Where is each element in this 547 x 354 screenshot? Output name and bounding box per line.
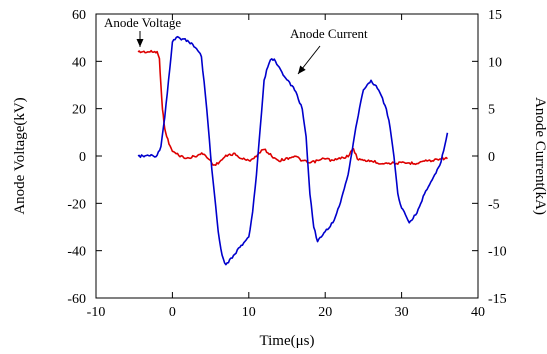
y-left-tick-label: -40 [67,245,86,260]
y-right-tick-label: -5 [488,197,500,212]
y-right-tick-label: 15 [488,8,502,23]
x-tick-label: 40 [471,305,485,320]
y-left-tick-label: 40 [72,55,86,70]
annotation-anode-current: Anode Current [290,26,368,41]
annotation-anode-voltage: Anode Voltage [104,15,181,30]
y-left-tick-label: 0 [79,150,86,165]
y-right-tick-label: 0 [488,150,495,165]
y-right-tick-label: 10 [488,55,502,70]
y-right-tick-label: -10 [488,245,507,260]
y-left-tick-label: 60 [72,8,86,23]
y-right-tick-label: 5 [488,103,495,118]
ticks: -10 0 10 20 30 40 -60 -40 -20 0 20 40 60 -15 -10 -5 0 5 10… [67,8,506,320]
x-tick-label: -10 [87,305,106,320]
x-tick-label: 30 [395,305,409,320]
x-axis-label: Time(μs) [260,333,315,349]
y-left-tick-label: -60 [67,292,86,307]
annotation-arrows [136,31,321,75]
x-tick-label: 10 [242,305,256,320]
y-axis-left-label: Anode Voltage(kV) [12,97,28,214]
annotation-voltage-arrow-head [136,39,144,47]
y-left-tick-label: 20 [72,103,86,118]
plot-lines [137,35,449,266]
x-tick-label: 20 [318,305,332,320]
y-axis-right-label: Anode Current(kA) [532,97,547,215]
x-tick-label: 0 [169,305,176,320]
y-right-tick-label: -15 [488,292,507,307]
series-line-anode-current [137,35,449,266]
annotation-current-arrow-head [298,65,306,74]
y-left-tick-label: -20 [67,197,86,212]
series-line-anode-voltage [137,49,448,166]
